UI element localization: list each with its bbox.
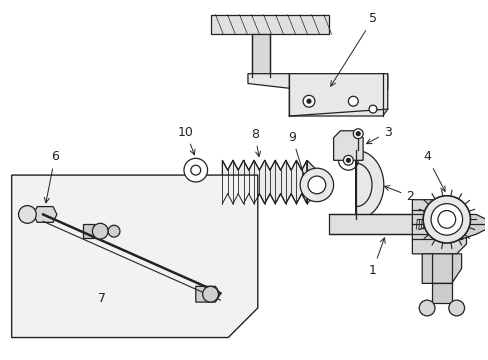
Text: 2: 2 <box>384 186 413 203</box>
Circle shape <box>448 300 464 316</box>
Text: 6: 6 <box>44 150 59 203</box>
Circle shape <box>430 204 462 235</box>
Circle shape <box>437 211 455 228</box>
Polygon shape <box>195 286 220 302</box>
Polygon shape <box>328 215 441 234</box>
Text: 7: 7 <box>98 292 106 305</box>
Circle shape <box>300 168 333 202</box>
Circle shape <box>306 99 310 103</box>
Circle shape <box>190 165 200 175</box>
Text: 8: 8 <box>250 128 260 157</box>
Polygon shape <box>411 200 466 254</box>
Text: 3: 3 <box>366 126 391 144</box>
Text: 4: 4 <box>422 150 444 191</box>
Polygon shape <box>247 74 387 89</box>
Polygon shape <box>33 207 57 222</box>
Circle shape <box>422 196 469 243</box>
Polygon shape <box>431 283 451 303</box>
Circle shape <box>108 225 120 237</box>
Circle shape <box>352 129 363 139</box>
Polygon shape <box>421 254 461 283</box>
Polygon shape <box>210 15 328 34</box>
Circle shape <box>347 96 358 106</box>
Polygon shape <box>251 34 269 77</box>
Circle shape <box>307 176 325 194</box>
Polygon shape <box>356 150 383 219</box>
Polygon shape <box>333 131 363 160</box>
Circle shape <box>356 132 360 136</box>
Text: 9: 9 <box>288 131 306 181</box>
Polygon shape <box>12 175 257 338</box>
Polygon shape <box>222 160 306 204</box>
Text: 10: 10 <box>178 126 195 155</box>
Circle shape <box>368 105 376 113</box>
Polygon shape <box>461 215 485 239</box>
Circle shape <box>418 300 434 316</box>
Text: 5: 5 <box>330 13 376 86</box>
Circle shape <box>92 223 108 239</box>
Circle shape <box>303 95 314 107</box>
Polygon shape <box>289 74 387 116</box>
Circle shape <box>343 156 352 165</box>
Polygon shape <box>82 224 94 238</box>
Circle shape <box>202 286 218 302</box>
Text: 1: 1 <box>368 238 385 276</box>
Circle shape <box>346 158 349 162</box>
Polygon shape <box>306 160 316 204</box>
Circle shape <box>19 206 36 223</box>
Circle shape <box>183 158 207 182</box>
